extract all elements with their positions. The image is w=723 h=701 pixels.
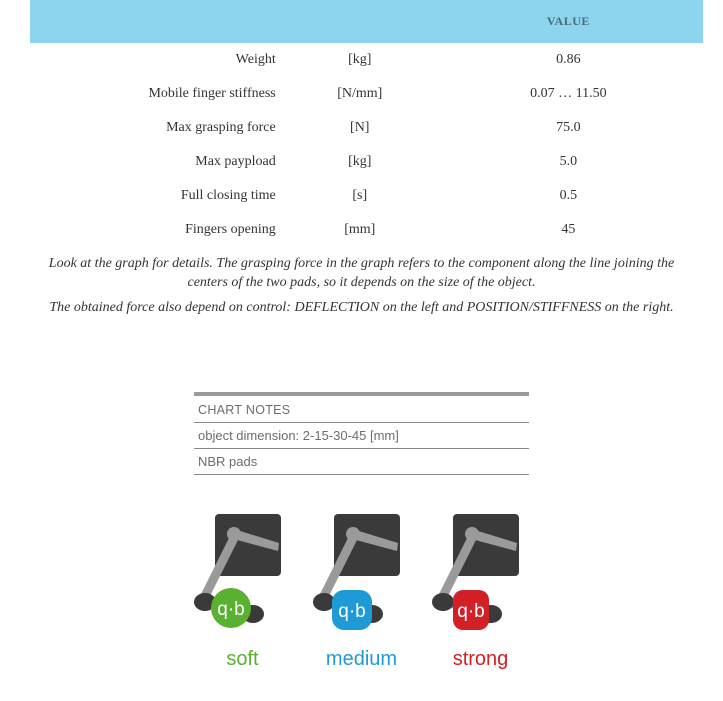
header-blank-unit xyxy=(286,0,434,43)
row-label: Mobile finger stiffness xyxy=(30,77,286,111)
row-label: Weight xyxy=(30,43,286,77)
row-value: 75.0 xyxy=(434,111,703,145)
table-row: Full closing time [s] 0.5 xyxy=(30,179,703,213)
row-label: Max grasping force xyxy=(30,111,286,145)
row-label: Full closing time xyxy=(30,179,286,213)
caption-block: Look at the graph for details. The grasp… xyxy=(0,247,723,342)
gripper-icon: q·b xyxy=(312,510,412,630)
row-value: 0.07 … 11.50 xyxy=(434,77,703,111)
row-label: Fingers opening xyxy=(30,213,286,247)
row-unit: [kg] xyxy=(286,145,434,179)
table-row: Mobile finger stiffness [N/mm] 0.07 … 11… xyxy=(30,77,703,111)
spec-table: VALUE Weight [kg] 0.86 Mobile finger sti… xyxy=(30,0,703,247)
header-value: VALUE xyxy=(434,0,703,43)
notes-line-1: object dimension: 2-15-30-45 [mm] xyxy=(194,423,529,449)
badge-text: q·b xyxy=(217,599,244,620)
row-unit: [mm] xyxy=(286,213,434,247)
gripper-row: q·b soft q·b medium q·b str xyxy=(182,510,542,691)
row-value: 45 xyxy=(434,213,703,247)
gripper-medium: q·b medium xyxy=(307,510,417,671)
badge-text: q·b xyxy=(338,601,365,622)
table-row: Weight [kg] 0.86 xyxy=(30,43,703,77)
caption-p1: Look at the graph for details. The grasp… xyxy=(28,255,695,293)
table-row: Fingers opening [mm] 45 xyxy=(30,213,703,247)
gripper-label: strong xyxy=(453,648,509,671)
row-unit: [N] xyxy=(286,111,434,145)
gripper-soft: q·b soft xyxy=(188,510,298,671)
row-value: 5.0 xyxy=(434,145,703,179)
gripper-icon: q·b xyxy=(431,510,531,630)
caption-p2: The obtained force also depend on contro… xyxy=(28,299,695,318)
chart-notes: CHART NOTES object dimension: 2-15-30-45… xyxy=(194,392,529,475)
gripper-strong: q·b strong xyxy=(426,510,536,671)
table-row: Max paypload [kg] 5.0 xyxy=(30,145,703,179)
row-label: Max paypload xyxy=(30,145,286,179)
table-row: Max grasping force [N] 75.0 xyxy=(30,111,703,145)
gripper-label: soft xyxy=(226,648,258,671)
table-header-row: VALUE xyxy=(30,0,703,43)
gripper-icon: q·b xyxy=(193,510,293,630)
spec-table-body: Weight [kg] 0.86 Mobile finger stiffness… xyxy=(30,43,703,247)
spec-table-wrap: VALUE Weight [kg] 0.86 Mobile finger sti… xyxy=(0,0,723,247)
row-value: 0.5 xyxy=(434,179,703,213)
badge-text: q·b xyxy=(457,601,484,622)
gripper-label: medium xyxy=(326,648,397,671)
row-unit: [N/mm] xyxy=(286,77,434,111)
notes-title: CHART NOTES xyxy=(194,398,529,423)
row-value: 0.86 xyxy=(434,43,703,77)
row-unit: [s] xyxy=(286,179,434,213)
header-blank-label xyxy=(30,0,286,43)
notes-line-2: NBR pads xyxy=(194,449,529,475)
notes-top-bar xyxy=(194,392,529,396)
row-unit: [kg] xyxy=(286,43,434,77)
